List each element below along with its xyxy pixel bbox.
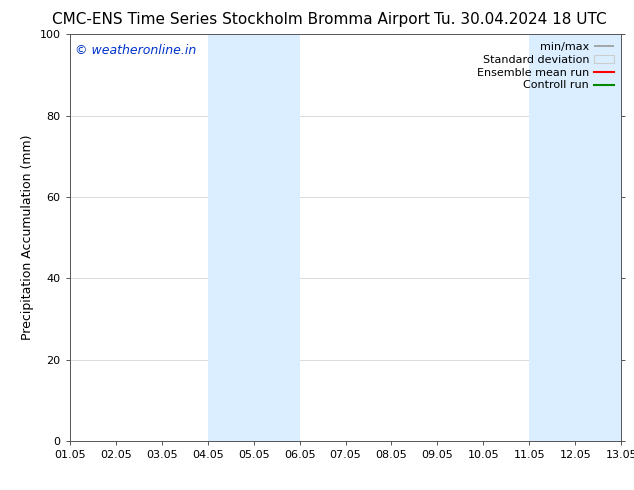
Bar <box>529 34 621 441</box>
Text: CMC-ENS Time Series Stockholm Bromma Airport: CMC-ENS Time Series Stockholm Bromma Air… <box>52 12 430 27</box>
Bar <box>207 34 299 441</box>
Legend: min/max, Standard deviation, Ensemble mean run, Controll run: min/max, Standard deviation, Ensemble me… <box>475 40 616 93</box>
Text: Tu. 30.04.2024 18 UTC: Tu. 30.04.2024 18 UTC <box>434 12 606 27</box>
Y-axis label: Precipitation Accumulation (mm): Precipitation Accumulation (mm) <box>21 135 34 341</box>
Text: © weatheronline.in: © weatheronline.in <box>75 45 197 57</box>
